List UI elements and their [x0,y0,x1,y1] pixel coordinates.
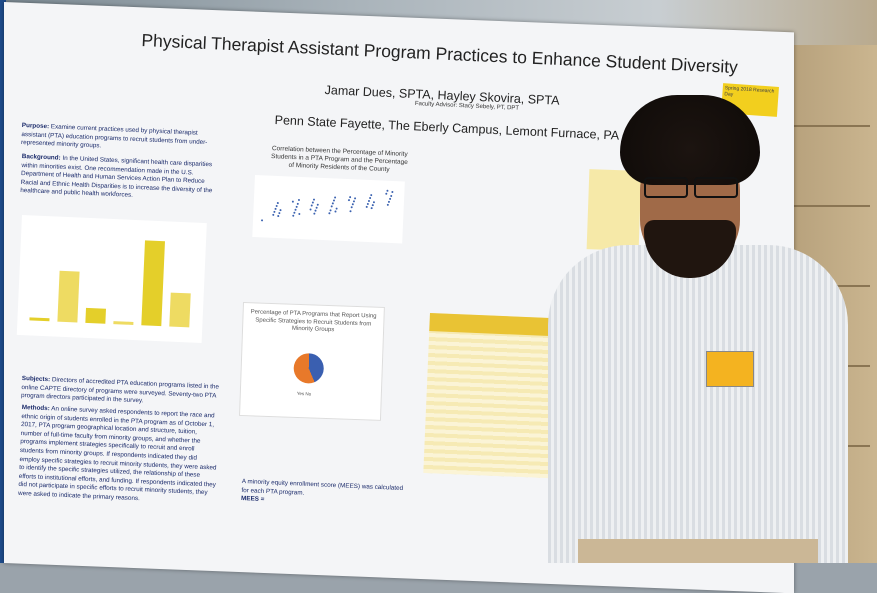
scatter-point [292,214,295,217]
scatter-point [274,207,277,210]
scatter-point [369,196,372,199]
scatter-point [334,210,337,213]
bar-mark [113,321,134,325]
scatter-point [351,203,354,206]
curly-hair [620,95,760,185]
background-section: Background: In the United States, signif… [20,153,222,205]
scatter-point [295,205,298,208]
methods-section: Methods: An online survey asked responde… [18,404,220,507]
scatter-point [311,201,314,204]
background-text: In the United States, significant health… [20,154,213,200]
scatter-point [275,204,278,207]
scatter-point [273,210,276,213]
scatter-point [291,200,294,204]
scatter-point [391,191,394,194]
poster-board-frame [0,0,6,563]
name-badge [706,351,754,387]
scatter-point [367,199,371,202]
mees-label: MEES = [240,495,265,504]
scatter-point [278,212,281,215]
scatter-point [371,204,374,207]
presenter-person [548,95,848,563]
scatter-point [370,207,373,210]
scatter-point [385,193,388,196]
cabinet-drawer [790,205,870,207]
scatter-point [310,204,313,207]
strategy-table [423,313,562,479]
scatter-point [352,200,355,203]
scatter-point [331,202,334,205]
methods-text: An online survey asked respondents to re… [17,405,217,503]
scatter-point [294,208,297,211]
pie-chart-panel: Percentage of PTA Programs that Report U… [239,302,385,421]
scatter-point [347,198,351,202]
scatter-point [272,213,275,217]
methods-label: Methods: [21,404,50,413]
scatter-point [296,202,299,205]
scatter-point [366,202,369,206]
glasses-lens [644,177,688,198]
scatter-point [316,203,319,206]
pie-chart-title: Percentage of PTA Programs that Report U… [250,309,377,334]
scatter-point [328,211,331,215]
glasses-icon [638,177,744,198]
scatter-point [386,203,389,206]
scatter-point [349,195,352,198]
scatter-point [389,197,392,200]
scatter-point [293,211,296,214]
scatter-point [354,197,357,200]
scatter-point [260,219,264,222]
glasses-lens [694,177,738,198]
background-label: Background: [21,153,61,162]
bar-mark [29,317,50,322]
scatter-point [309,208,312,211]
pie-legend: Yes No [296,390,312,397]
bar-mark [141,240,165,327]
cabinet-drawer [790,125,870,127]
scatter-point [370,193,373,196]
bar-chart [16,215,207,343]
pie-chart [293,352,325,384]
scatter-point [315,206,318,209]
scatter-point [276,201,279,204]
scatter-point [329,208,332,211]
pants [578,539,818,563]
scatter-point [330,205,333,208]
scatter-point [312,198,316,201]
scatter-point [386,189,389,193]
scatter-point [332,199,336,202]
scatter-point [313,212,316,215]
scatter-point [349,209,352,212]
scatter-point [298,213,301,216]
scatter-point [334,196,337,199]
scatter-point [350,206,353,209]
bar-mark [57,270,80,323]
purpose-label: Purpose: [21,122,50,131]
scatter-point [335,207,338,210]
scatter-point [365,206,368,209]
scatter-point [297,199,300,202]
scatter-point [372,201,375,204]
scatter-point [390,194,393,197]
scatter-point [387,200,391,203]
scatter-point [279,209,282,212]
bar-mark [169,292,191,328]
scatter-point [314,209,317,212]
bar-mark [85,307,107,324]
subjects-label: Subjects: [21,375,51,384]
checked-shirt [548,245,848,563]
scatter-chart [252,175,405,244]
scatter-point [277,215,280,218]
